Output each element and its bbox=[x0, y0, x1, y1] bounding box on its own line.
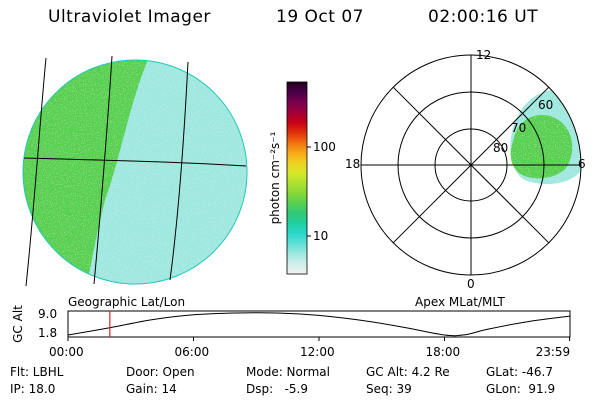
image-time: 02:00:16 UT bbox=[428, 7, 539, 27]
altitude-plot bbox=[67, 310, 571, 341]
altitude-ytick-max: 9.0 bbox=[38, 307, 58, 321]
colorbar-tick-100: 100 bbox=[313, 140, 336, 154]
orbit-altitude-curve bbox=[67, 312, 570, 337]
mlat-label-80: 80 bbox=[493, 141, 509, 155]
image-date: 19 Oct 07 bbox=[276, 7, 364, 27]
mlat-label-70: 70 bbox=[511, 121, 527, 135]
altitude-xtick-label: 00:00 bbox=[49, 345, 84, 359]
ip-info: IP: 18.0 bbox=[10, 382, 56, 396]
altitude-ytick-min: 1.8 bbox=[38, 326, 58, 340]
mlt-label-12: 12 bbox=[476, 48, 492, 62]
instrument-title: Ultraviolet Imager bbox=[48, 7, 211, 27]
mlat-label-60: 60 bbox=[538, 98, 554, 112]
lat-lon-grid bbox=[23, 55, 247, 287]
polar-panel-label: Apex MLat/MLT bbox=[415, 295, 505, 309]
altitude-xtick-label: 06:00 bbox=[174, 345, 210, 359]
glat-info: GLat: -46.7 bbox=[486, 365, 553, 379]
altitude-xtick-label: 23:59 bbox=[535, 345, 571, 359]
mlt-label-6: 6 bbox=[578, 157, 586, 171]
altitude-xtick-label: 18:00 bbox=[425, 345, 461, 359]
altitude-xtick-label: 12:00 bbox=[300, 345, 335, 359]
polar-plot bbox=[360, 54, 582, 276]
colorbar-unit-label: photon cm⁻²s⁻¹ bbox=[268, 131, 282, 225]
altitude-ylabel: GC Alt bbox=[11, 305, 25, 343]
glon-info: GLon: 91.9 bbox=[486, 382, 556, 396]
colorbar bbox=[286, 81, 311, 275]
colorbar-tick-10: 10 bbox=[313, 229, 329, 243]
colorbar-gradient bbox=[286, 81, 308, 275]
mlt-label-0: 0 bbox=[467, 277, 475, 291]
geographic-image bbox=[22, 55, 248, 287]
dsp-info: Dsp: -5.9 bbox=[246, 382, 309, 396]
mlt-label-18: 18 bbox=[345, 157, 361, 171]
filter-info: Flt: LBHL bbox=[10, 365, 64, 379]
earth-limb bbox=[22, 59, 248, 285]
gain-info: Gain: 14 bbox=[126, 382, 177, 396]
gc-alt-info: GC Alt: 4.2 Re bbox=[366, 365, 450, 379]
polar-grid bbox=[360, 54, 582, 276]
seq-info: Seq: 39 bbox=[366, 382, 412, 396]
geographic-panel-label: Geographic Lat/Lon bbox=[68, 295, 186, 309]
door-info: Door: Open bbox=[126, 365, 195, 379]
mode-info: Mode: Normal bbox=[246, 365, 330, 379]
dayside-region bbox=[23, 60, 150, 284]
